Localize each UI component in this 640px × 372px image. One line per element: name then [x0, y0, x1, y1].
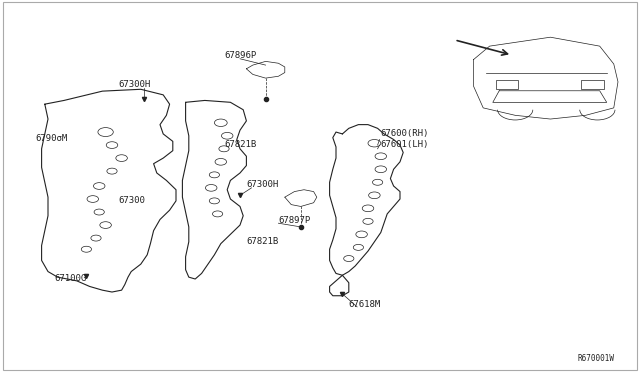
Text: 67618M: 67618M	[349, 300, 381, 309]
Text: 67300: 67300	[118, 196, 145, 205]
Text: R670001W: R670001W	[577, 354, 614, 363]
Text: 67897P: 67897P	[278, 216, 310, 225]
Text: 67300H: 67300H	[246, 180, 278, 189]
Bar	[496, 80, 518, 89]
Text: 67100G: 67100G	[54, 274, 86, 283]
Text: 67600(RH): 67600(RH)	[381, 129, 429, 138]
Bar	[581, 80, 604, 89]
Text: 67601(LH): 67601(LH)	[381, 140, 429, 149]
Text: 67896P: 67896P	[224, 51, 256, 60]
Text: 67821B: 67821B	[246, 237, 278, 246]
Text: 67300H: 67300H	[118, 80, 150, 89]
Text: 67821B: 67821B	[224, 140, 256, 149]
Text: 6790σM: 6790σM	[35, 134, 67, 142]
